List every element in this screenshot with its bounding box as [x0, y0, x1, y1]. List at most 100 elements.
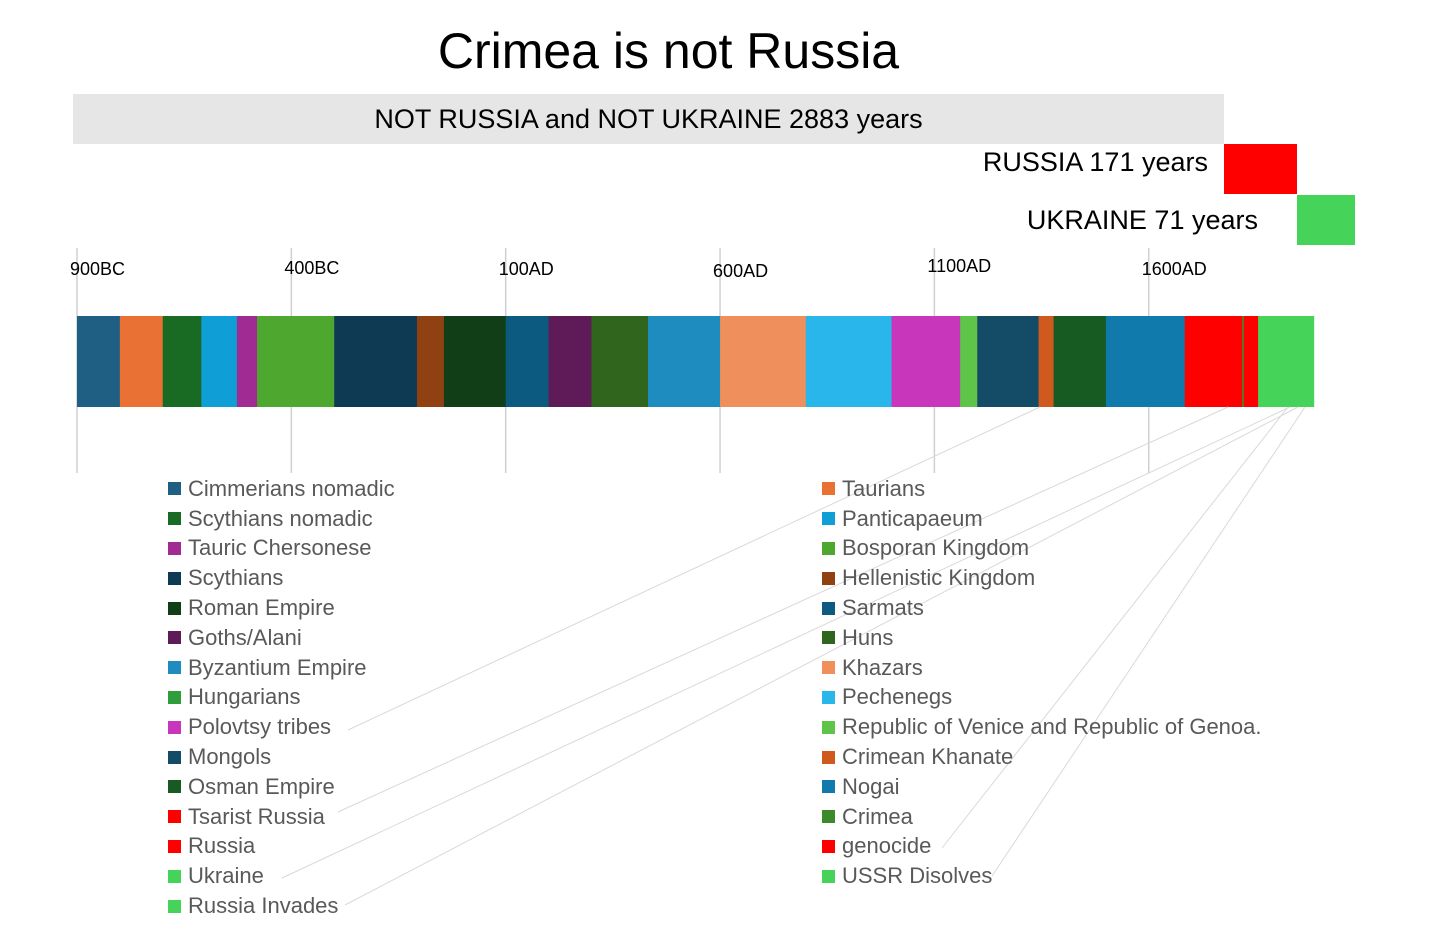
legend-label: Cimmerians nomadic: [188, 475, 395, 501]
legend-swatch: [168, 482, 181, 496]
timeline-segment-16: [891, 316, 961, 407]
legend-swatch: [168, 571, 181, 585]
ukraine-period-label: UKRAINE 71 years: [1026, 205, 1258, 235]
legend-item: Cimmerians nomadic: [168, 474, 395, 504]
legend-label: Ukraine: [188, 863, 264, 889]
legend-label: Panticapaeum: [842, 505, 983, 531]
legend-swatch: [822, 750, 835, 764]
legend-label: Crimea: [842, 803, 913, 829]
legend-swatch: [168, 512, 181, 526]
band-label: NOT RUSSIA and NOT UKRAINE 2883 years: [374, 103, 923, 134]
legend-label: Republic of Venice and Republic of Genoa…: [842, 714, 1262, 740]
legend-swatch: [168, 810, 181, 824]
legend-swatch: [822, 690, 835, 704]
leader-line: [337, 406, 1229, 813]
legend-swatch: [168, 631, 181, 645]
legend-item: Goths/Alani: [168, 623, 395, 653]
legend-swatch: [168, 839, 181, 853]
timeline-segment-2: [162, 316, 202, 407]
legend-swatch: [822, 780, 835, 794]
ukraine-period-box: [1297, 195, 1355, 245]
timeline-segment-22: [1184, 316, 1243, 407]
legend-swatch: [822, 810, 835, 824]
legend-item: Pechenegs: [822, 683, 1262, 713]
russia-period-box: [1224, 144, 1297, 194]
leader-line: [281, 406, 1291, 879]
legend-label: Crimean Khanate: [842, 744, 1014, 770]
leader-line: [991, 406, 1306, 877]
timeline-segment-14: [805, 316, 892, 407]
timeline-segment-17: [960, 316, 978, 407]
legend-swatch: [168, 541, 181, 555]
legend-swatch: [168, 690, 181, 704]
legend-swatch: [822, 661, 835, 675]
legend-label: Mongols: [188, 744, 272, 770]
legend-item: Scythians nomadic: [168, 504, 395, 534]
legend-label: Scythians: [188, 565, 284, 591]
x-tick-label: 400BC: [284, 258, 339, 278]
legend-item: Osman Empire: [168, 772, 395, 802]
timeline-segment-21: [1105, 316, 1186, 407]
x-tick-label: 1600AD: [1142, 259, 1207, 279]
legend-item: Mongols: [168, 742, 395, 772]
legend-item: USSR Disolves: [822, 861, 1262, 891]
timeline-segment-19: [1038, 316, 1054, 407]
legend-item: genocide: [822, 832, 1262, 862]
legend-label: Russia: [188, 833, 256, 859]
legend-swatch: [168, 720, 181, 734]
not-russia-not-ukraine-band: NOT RUSSIA and NOT UKRAINE 2883 years: [73, 94, 1224, 144]
legend-swatch: [822, 541, 835, 555]
legend-label: Scythians nomadic: [188, 505, 373, 531]
legend-label: Hellenistic Kingdom: [842, 565, 1036, 591]
legend-item: Polovtsy tribes: [168, 712, 395, 742]
timeline-segment-8: [443, 316, 507, 407]
legend-swatch: [822, 482, 835, 496]
timeline-segment-12: [648, 316, 721, 407]
legend-label: Pechenegs: [842, 684, 953, 710]
legend-swatch: [168, 780, 181, 794]
timeline-segment-11: [591, 316, 649, 407]
legend-label: Roman Empire: [188, 595, 335, 621]
timeline-segment-13: [720, 316, 807, 407]
timeline-segment-7: [416, 316, 445, 407]
timeline-segment-1: [119, 316, 164, 407]
legend-item: Roman Empire: [168, 593, 395, 623]
legend-right-column: Taurians Panticapaeum Bosporan Kingdom Hell…: [822, 474, 1262, 891]
legend-item: Panticapaeum: [822, 504, 1262, 534]
legend-item: Byzantium Empire: [168, 653, 395, 683]
x-tick-label: 100AD: [499, 259, 554, 279]
timeline-segment-6: [334, 316, 418, 407]
legend-item: Crimea: [822, 802, 1262, 832]
legend-item: Tauric Chersonese: [168, 534, 395, 564]
leader-line: [347, 406, 1041, 731]
legend-label: Tauric Chersonese: [188, 535, 372, 561]
legend-swatch: [168, 661, 181, 675]
legend-item: Bosporan Kingdom: [822, 534, 1262, 564]
legend-label: Hungarians: [188, 684, 301, 710]
timeline-segment-0: [77, 316, 121, 407]
legend-swatch: [822, 869, 835, 883]
x-tick-label: 900BC: [70, 259, 125, 279]
legend-item: Hellenistic Kingdom: [822, 563, 1262, 593]
legend-item: Ukraine: [168, 861, 395, 891]
timeline-segment-3: [201, 316, 238, 407]
legend-swatch: [822, 571, 835, 585]
legend-item: Russia: [168, 832, 395, 862]
legend-label: Osman Empire: [188, 773, 335, 799]
timeline-segment-18: [977, 316, 1039, 407]
timeline-segment-28: [1311, 316, 1315, 407]
legend-label: Nogai: [842, 773, 900, 799]
legend-label: Polovtsy tribes: [188, 714, 332, 740]
legend-item: Khazars: [822, 653, 1262, 683]
legend-item: Nogai: [822, 772, 1262, 802]
legend-label: Byzantium Empire: [188, 654, 367, 680]
timeline-segment-10: [548, 316, 592, 407]
timeline-segment-9: [505, 316, 549, 407]
legend-swatch: [822, 601, 835, 615]
legend-label: Tsarist Russia: [188, 803, 325, 829]
legend-item: Russia Invades: [168, 891, 395, 921]
legend-item: Scythians: [168, 563, 395, 593]
legend-swatch: [822, 839, 835, 853]
legend-label: genocide: [842, 833, 932, 859]
legend-label: Sarmats: [842, 595, 924, 621]
